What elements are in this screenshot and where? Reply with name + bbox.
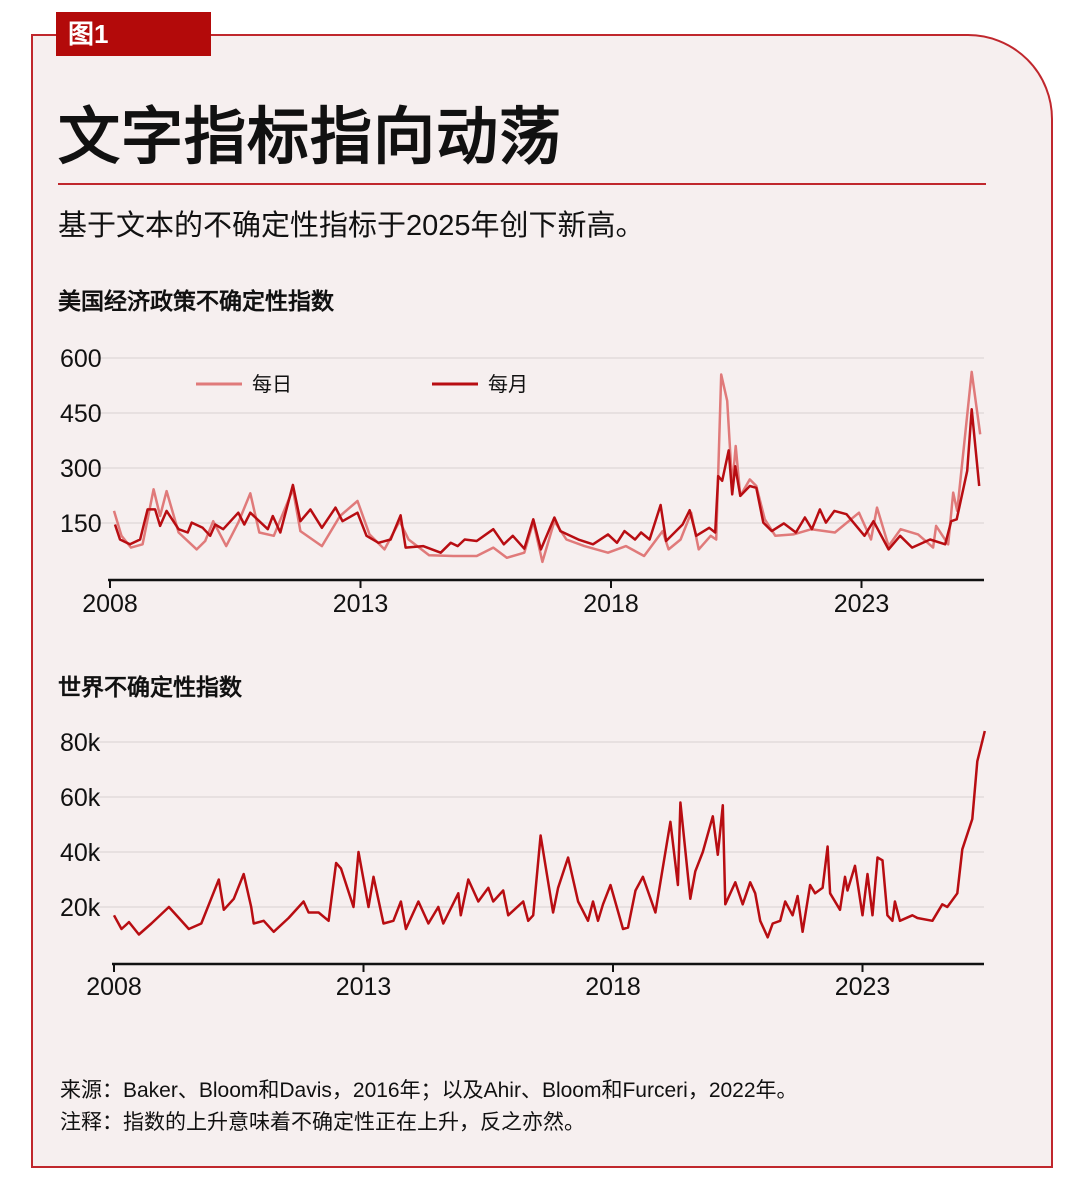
- series-line-daily: [112, 370, 982, 564]
- explanation-note: 注释：指数的上升意味着不确定性正在上升，反之亦然。: [60, 1111, 585, 1134]
- y-tick-label: 20k: [60, 894, 101, 922]
- x-tick-label: 2013: [336, 973, 392, 1001]
- chart-1-title: 美国经济政策不确定性指数: [58, 288, 334, 314]
- figure-frame: [31, 34, 1053, 1168]
- x-tick-label: 2018: [583, 590, 639, 618]
- x-tick-label: 2023: [835, 973, 891, 1001]
- x-tick-label: 2023: [834, 590, 890, 618]
- x-tick-label: 2008: [86, 973, 142, 1001]
- y-tick-label: 150: [60, 510, 102, 538]
- x-tick-label: 2013: [333, 590, 389, 618]
- subtitle: 基于文本的不确定性指标于2025年创下新高。: [58, 210, 645, 242]
- y-tick-label: 40k: [60, 839, 101, 867]
- source-note: 来源：Baker、Bloom和Davis，2016年；以及Ahir、Bloom和…: [60, 1079, 798, 1102]
- x-tick-label: 2018: [585, 973, 641, 1001]
- series-line-monthly: [113, 408, 981, 554]
- series-line-world: [112, 730, 987, 939]
- x-tick-label: 2008: [82, 590, 138, 618]
- legend-label: 每日: [252, 373, 292, 396]
- y-tick-label: 300: [60, 455, 102, 483]
- figure-label: 图1: [56, 12, 211, 56]
- legend-label: 每月: [488, 373, 528, 396]
- page-title: 文字指标指向动荡: [58, 103, 563, 172]
- y-tick-label: 60k: [60, 784, 101, 812]
- y-tick-label: 80k: [60, 729, 101, 757]
- y-tick-label: 450: [60, 400, 102, 428]
- chart-2-title: 世界不确定性指数: [58, 674, 242, 700]
- title-divider: [58, 183, 986, 185]
- y-tick-label: 600: [60, 345, 102, 373]
